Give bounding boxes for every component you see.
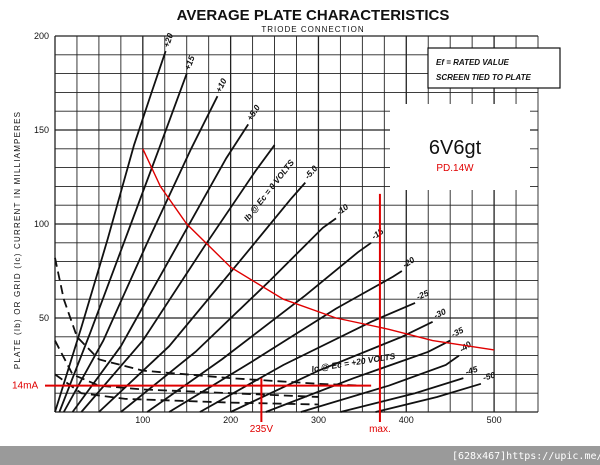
- curve-grid-voltage-label: -25: [415, 288, 430, 302]
- plate-curve: [54, 50, 167, 413]
- plate-curve: [146, 242, 372, 413]
- plate-curve: [120, 217, 337, 413]
- voltage-marker-label: 235V: [250, 424, 274, 435]
- curve-grid-voltage-label: +20: [161, 32, 175, 49]
- x-tick-label: 100: [135, 415, 150, 425]
- grid-lines: [54, 35, 539, 413]
- plate-curve: [199, 302, 416, 413]
- plate-curve: [71, 123, 249, 413]
- x-tick-label: 300: [311, 415, 326, 425]
- tube-rating: PD.14W: [436, 163, 474, 174]
- curve-grid-voltage-label: -50: [482, 370, 497, 383]
- plate-curve: [265, 339, 451, 413]
- current-marker-label: 14mA: [12, 381, 38, 392]
- curve-grid-voltage-label: -45: [464, 364, 479, 377]
- bottom-frame: [0, 446, 600, 465]
- curve-grid-voltage-label: -30: [432, 306, 448, 321]
- load-line-curve: [142, 148, 495, 351]
- tube-name-box: [390, 104, 530, 190]
- y-tick-label: 100: [34, 219, 49, 229]
- curve-grid-voltage-label: +15: [182, 54, 196, 71]
- y-tick-label: 200: [34, 31, 49, 41]
- grid-current-curves: [54, 257, 363, 406]
- tube-name: 6V6gt: [429, 137, 482, 159]
- plate-curve: [58, 73, 188, 413]
- red-annotations: 14mA 235V max.: [12, 148, 495, 435]
- voltage-marker-label: max.: [369, 424, 391, 435]
- plate-curve: [62, 95, 219, 413]
- watermark: [628x467]https://upic.me/: [452, 451, 600, 462]
- x-tick-label: 200: [223, 415, 238, 425]
- chart-title: AVERAGE PLATE CHARACTERISTICS: [177, 7, 450, 24]
- plate-curve: [300, 354, 460, 413]
- x-tick-label: 500: [487, 415, 502, 425]
- plate-curve: [80, 144, 276, 413]
- chart-subtitle: TRIODE CONNECTION: [261, 25, 364, 34]
- y-axis-label: PLATE (Ib) OR GRID (Ic) CURRENT IN MILLI…: [13, 111, 22, 369]
- plate-curve: [230, 320, 434, 413]
- plate-curves: [54, 50, 482, 413]
- grid-current-curve: [54, 340, 319, 398]
- y-tick-label: 150: [34, 125, 49, 135]
- note-screen: SCREEN TIED TO PLATE: [436, 73, 531, 82]
- plate-curve: [98, 182, 306, 413]
- plate-curve: [340, 377, 464, 413]
- note-filament: Ef = RATED VALUE: [436, 58, 509, 67]
- y-tick-label: 50: [39, 313, 49, 323]
- plate-curve: [375, 382, 482, 413]
- axis-ticks: 100 200 300 400 500 50 100 150 200: [34, 31, 502, 425]
- notes-box: [427, 47, 561, 89]
- x-tick-label: 400: [399, 415, 414, 425]
- grid-current-curve: [54, 373, 319, 406]
- grid-current-curve: [54, 257, 363, 387]
